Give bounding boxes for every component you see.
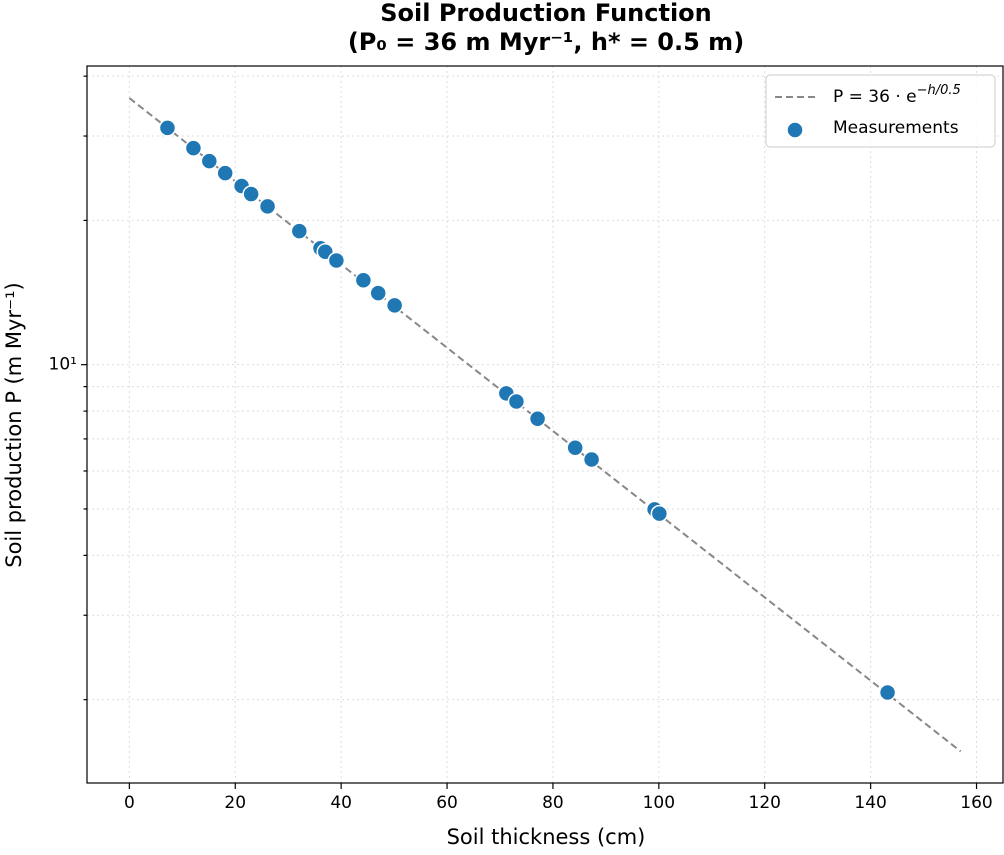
data-point	[507, 392, 526, 411]
y-tick-label: 10¹	[49, 355, 77, 375]
data-point	[184, 139, 203, 157]
x-tick-label: 80	[542, 793, 564, 813]
data-point	[158, 119, 177, 137]
data-point	[369, 284, 387, 302]
legend-label: Measurements	[833, 118, 959, 138]
data-point	[354, 271, 373, 290]
legend-label: P = 36 · e−h/0.5	[833, 83, 961, 108]
legend: P = 36 · e−h/0.5 Measurements	[765, 74, 996, 148]
data-point	[290, 222, 309, 240]
data-point	[878, 683, 897, 702]
data-point	[216, 164, 234, 182]
legend-label-main: P = 36 · e	[833, 87, 917, 107]
plot-frame	[86, 65, 1004, 784]
x-tick-label: 120	[749, 793, 781, 813]
x-axis-label: Soil thickness (cm)	[447, 825, 646, 849]
x-tick-label: 160	[960, 793, 992, 813]
x-tick-label: 20	[224, 793, 246, 813]
y-axis-label: Soil production P (m Myr⁻¹)	[2, 282, 26, 568]
data-point	[242, 185, 260, 203]
chart-subtitle: (P₀ = 36 m Myr⁻¹, h* = 0.5 m)	[348, 28, 744, 56]
data-point	[528, 410, 547, 428]
data-point	[650, 504, 669, 523]
x-tick-label: 0	[124, 793, 135, 813]
data-point	[385, 296, 404, 315]
data-point	[582, 450, 601, 469]
data-point	[566, 438, 584, 457]
legend-box	[765, 74, 996, 148]
data-point	[200, 152, 219, 170]
chart-title: Soil Production Function	[380, 0, 712, 27]
legend-marker	[786, 121, 804, 139]
data-point	[327, 251, 346, 270]
x-tick-label: 60	[436, 793, 458, 813]
legend-label-superscript: −h/0.5	[917, 83, 961, 98]
data-point	[258, 197, 277, 216]
x-tick-label: 40	[330, 793, 352, 813]
x-tick-label: 100	[643, 793, 675, 813]
x-tick-label: 140	[854, 793, 886, 813]
